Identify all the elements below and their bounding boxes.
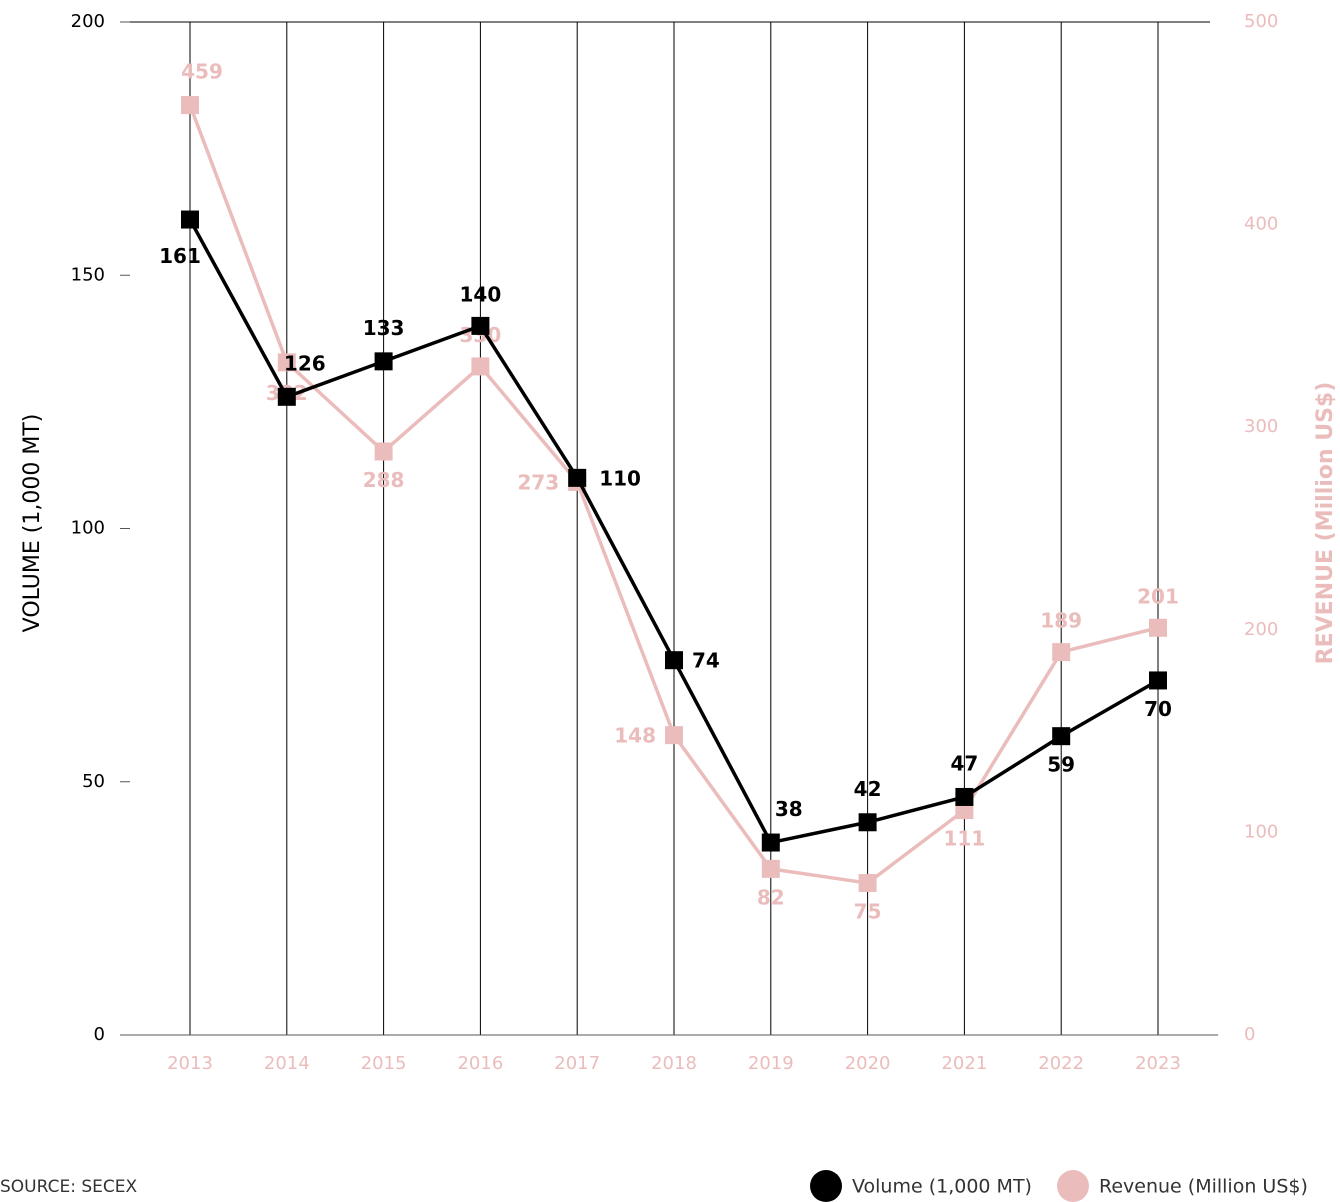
point-marker bbox=[955, 787, 974, 806]
data-label: 133 bbox=[363, 316, 405, 340]
x-tick-label: 2018 bbox=[651, 1053, 697, 1074]
point-marker bbox=[568, 468, 587, 487]
y2-tick-label: 400 bbox=[1244, 214, 1278, 235]
point-marker bbox=[374, 442, 393, 461]
point-marker bbox=[761, 833, 780, 852]
y-axis-title: VOLUME (1,000 MT) bbox=[20, 414, 45, 633]
x-tick-label: 2023 bbox=[1135, 1053, 1181, 1074]
y2-tick-label: 300 bbox=[1244, 416, 1278, 437]
point-marker bbox=[471, 316, 490, 335]
y-tick-label: 200 bbox=[71, 11, 105, 32]
point-marker bbox=[277, 387, 296, 406]
y-tick-label: 50 bbox=[82, 771, 105, 792]
data-label: 273 bbox=[517, 470, 559, 494]
point-marker bbox=[665, 651, 683, 670]
data-label: 74 bbox=[692, 649, 720, 673]
point-marker bbox=[277, 353, 296, 372]
y-tick-label: 100 bbox=[71, 518, 105, 539]
x-tick-label: 2019 bbox=[748, 1053, 794, 1074]
y2-axis-title: REVENUE (Million US$) bbox=[1313, 382, 1338, 665]
point-marker bbox=[761, 859, 780, 878]
data-label: 75 bbox=[854, 900, 882, 924]
point-marker bbox=[181, 96, 199, 115]
source-note: SOURCE: SECEX bbox=[0, 1177, 137, 1197]
data-label: 189 bbox=[1040, 609, 1082, 633]
y2-tick-label: 500 bbox=[1244, 11, 1278, 32]
x-tick-label: 2021 bbox=[941, 1053, 987, 1074]
point-marker bbox=[1052, 643, 1071, 662]
x-tick-label: 2022 bbox=[1038, 1053, 1084, 1074]
point-marker bbox=[665, 726, 683, 745]
data-label: 161 bbox=[159, 244, 201, 268]
point-marker bbox=[1149, 618, 1167, 637]
data-label: 459 bbox=[181, 60, 223, 84]
legend-swatch bbox=[1057, 1170, 1089, 1202]
y2-tick-label: 200 bbox=[1244, 619, 1278, 640]
point-marker bbox=[181, 210, 199, 229]
x-tick-label: 2013 bbox=[167, 1053, 213, 1074]
legend-label: Revenue (Million US$) bbox=[1099, 1176, 1308, 1198]
data-label: 47 bbox=[950, 751, 978, 775]
point-marker bbox=[1149, 671, 1167, 690]
data-label: 111 bbox=[944, 827, 986, 851]
x-tick-label: 2020 bbox=[845, 1053, 891, 1074]
y2-tick-label: 0 bbox=[1244, 1024, 1255, 1045]
x-tick-label: 2017 bbox=[554, 1053, 600, 1074]
point-marker bbox=[374, 352, 393, 371]
data-label: 70 bbox=[1144, 697, 1172, 721]
data-label: 59 bbox=[1047, 753, 1075, 777]
x-tick-label: 2014 bbox=[264, 1053, 310, 1074]
data-label: 42 bbox=[854, 777, 882, 801]
point-marker bbox=[858, 813, 877, 832]
y-tick-label: 150 bbox=[71, 264, 105, 285]
data-label: 140 bbox=[460, 282, 502, 306]
data-label: 148 bbox=[614, 724, 656, 748]
legend-label: Volume (1,000 MT) bbox=[852, 1176, 1032, 1198]
x-tick-label: 2016 bbox=[457, 1053, 503, 1074]
data-label: 288 bbox=[363, 468, 405, 492]
y2-tick-label: 100 bbox=[1244, 821, 1278, 842]
data-label: 201 bbox=[1137, 584, 1179, 608]
point-marker bbox=[1052, 727, 1071, 746]
data-label: 38 bbox=[775, 797, 803, 821]
y-tick-label: 0 bbox=[94, 1024, 105, 1045]
point-marker bbox=[858, 874, 877, 893]
data-label: 110 bbox=[599, 466, 641, 490]
data-label: 126 bbox=[284, 351, 326, 375]
data-label: 82 bbox=[757, 885, 785, 909]
point-marker bbox=[471, 357, 490, 376]
legend-swatch bbox=[810, 1170, 842, 1202]
x-tick-label: 2015 bbox=[361, 1053, 407, 1074]
